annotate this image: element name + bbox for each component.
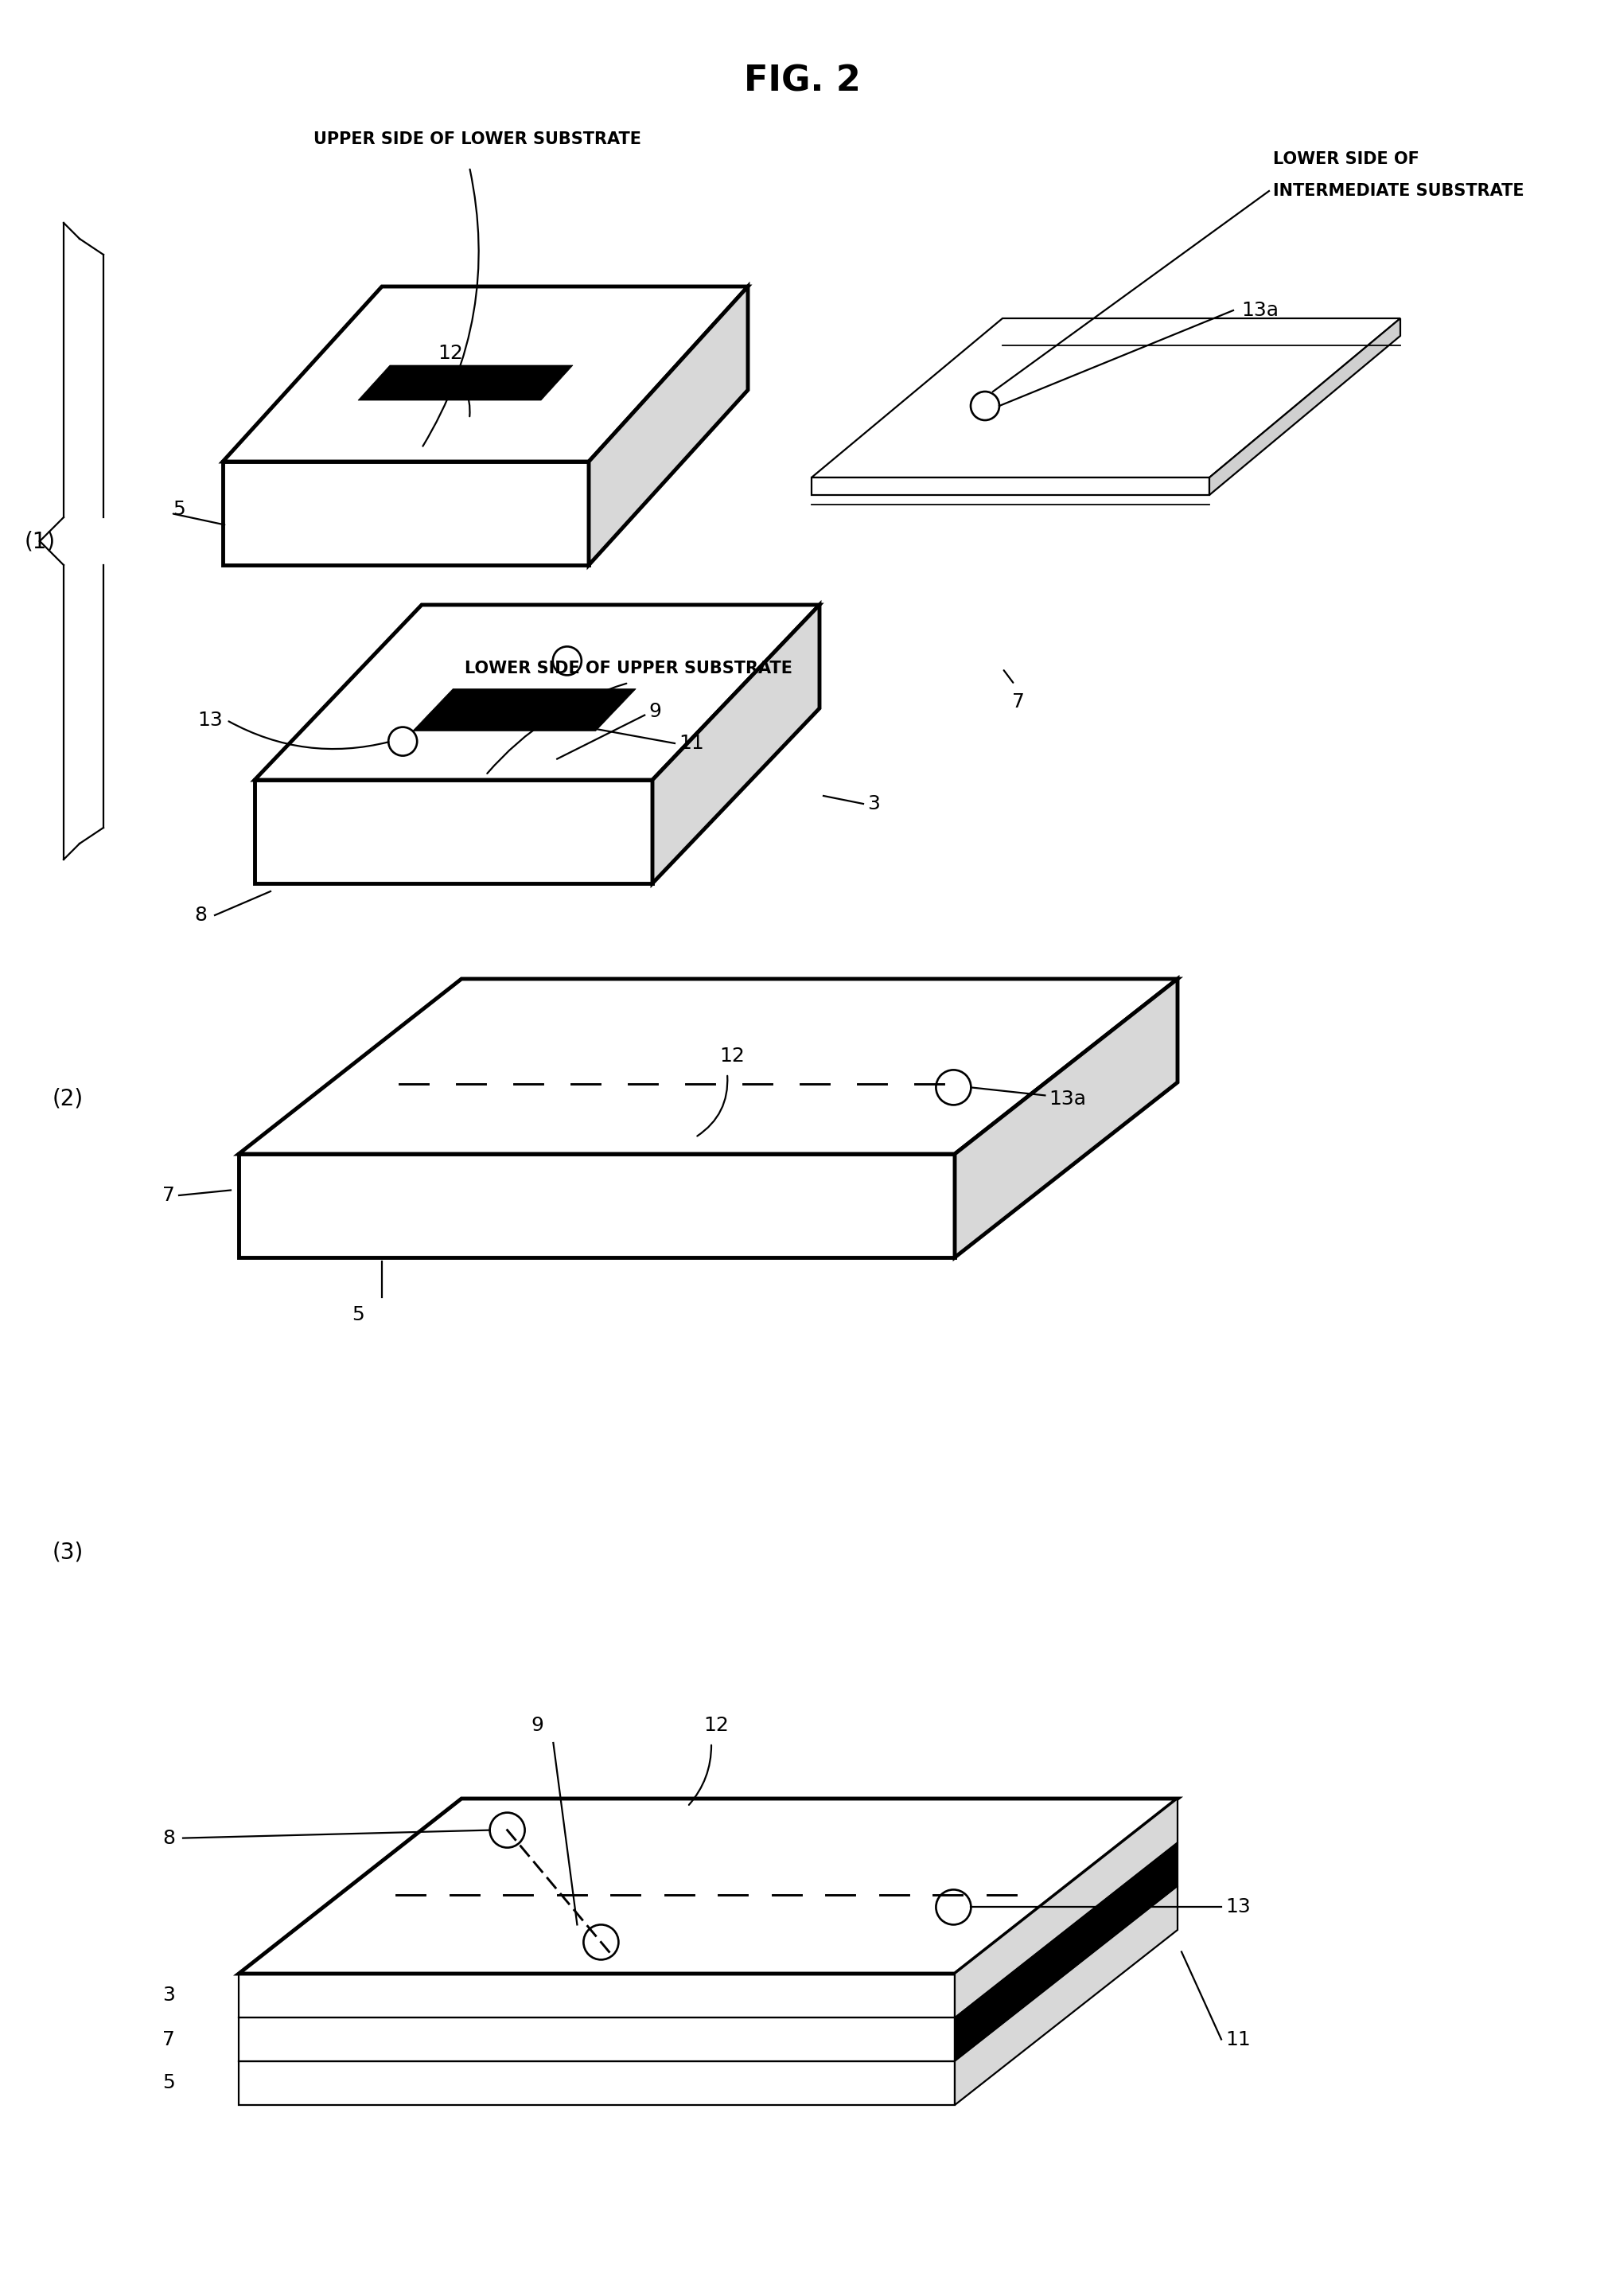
Polygon shape: [589, 287, 747, 565]
Text: FIG. 2: FIG. 2: [744, 64, 860, 99]
Text: 12: 12: [703, 1715, 728, 1736]
FancyArrowPatch shape: [698, 1077, 728, 1137]
Text: LOWER SIDE OF: LOWER SIDE OF: [1274, 152, 1420, 168]
Polygon shape: [653, 604, 820, 884]
Polygon shape: [239, 2018, 954, 2062]
Text: LOWER SIDE OF UPPER SUBSTRATE: LOWER SIDE OF UPPER SUBSTRATE: [465, 661, 792, 677]
Text: 11: 11: [1225, 2030, 1251, 2048]
Text: 12: 12: [438, 344, 464, 363]
FancyArrowPatch shape: [688, 1745, 711, 1805]
Polygon shape: [239, 1975, 954, 2018]
Text: 13: 13: [1225, 1896, 1251, 1917]
Polygon shape: [239, 1798, 1177, 1975]
Text: 8: 8: [194, 905, 207, 925]
Polygon shape: [954, 1841, 1177, 2062]
Polygon shape: [812, 478, 1209, 496]
Text: 12: 12: [719, 1047, 744, 1065]
Text: 3: 3: [868, 794, 881, 813]
Polygon shape: [239, 1155, 954, 1258]
Text: 7: 7: [162, 2030, 175, 2048]
Text: (1): (1): [24, 530, 56, 553]
Text: 7: 7: [162, 1185, 175, 1205]
Text: (2): (2): [51, 1086, 83, 1109]
Text: 13a: 13a: [1049, 1091, 1086, 1109]
Polygon shape: [1209, 319, 1400, 496]
Text: 5: 5: [351, 1304, 364, 1325]
Text: 9: 9: [648, 703, 661, 721]
Polygon shape: [223, 287, 747, 461]
Text: 13: 13: [197, 712, 223, 730]
Polygon shape: [954, 978, 1177, 1258]
Text: INTERMEDIATE SUBSTRATE: INTERMEDIATE SUBSTRATE: [1274, 184, 1524, 200]
Polygon shape: [255, 604, 820, 781]
Text: UPPER SIDE OF LOWER SUBSTRATE: UPPER SIDE OF LOWER SUBSTRATE: [313, 131, 642, 147]
Text: 9: 9: [531, 1715, 544, 1736]
Text: 7: 7: [1012, 693, 1025, 712]
Text: 8: 8: [162, 1828, 175, 1848]
Polygon shape: [239, 2062, 954, 2105]
Text: 13a: 13a: [1241, 301, 1278, 319]
Text: 3: 3: [162, 1986, 175, 2004]
Text: 5: 5: [173, 501, 186, 519]
Polygon shape: [954, 1798, 1177, 2105]
Text: (3): (3): [51, 1541, 83, 1564]
Polygon shape: [223, 461, 589, 565]
FancyArrowPatch shape: [448, 367, 470, 416]
Polygon shape: [412, 689, 635, 730]
Polygon shape: [358, 365, 573, 400]
Text: 11: 11: [678, 735, 704, 753]
Polygon shape: [812, 319, 1400, 478]
Text: 5: 5: [162, 2073, 175, 2092]
Polygon shape: [239, 978, 1177, 1155]
Polygon shape: [255, 781, 653, 884]
